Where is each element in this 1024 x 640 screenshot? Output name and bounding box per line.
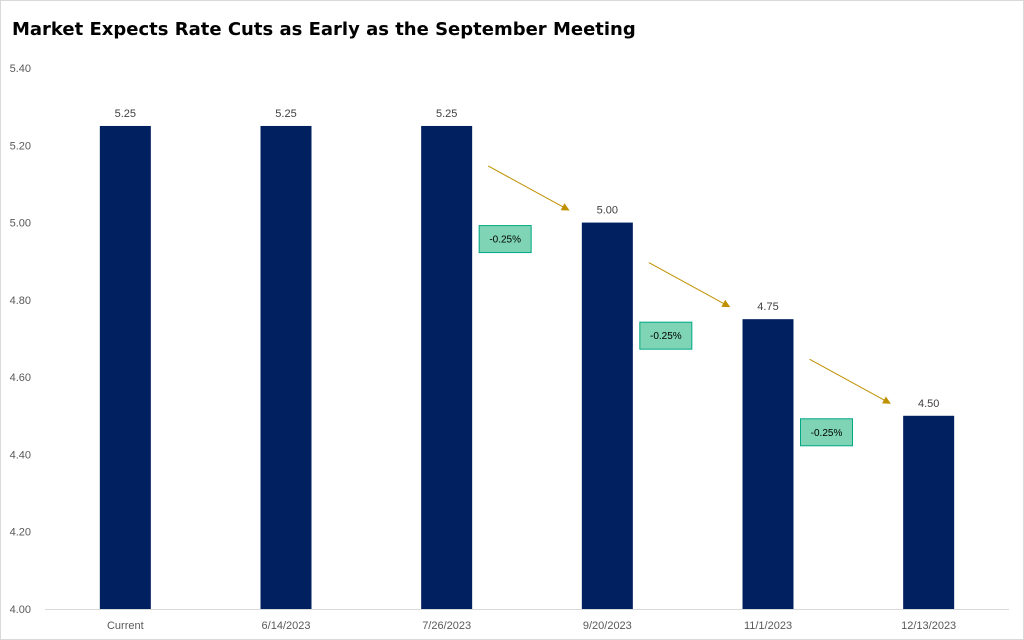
y-tick-label: 4.20 (10, 527, 31, 539)
cut-arrow (809, 358, 891, 404)
data-label: 5.00 (597, 205, 618, 217)
cut-callout (639, 321, 693, 350)
bar (99, 125, 151, 609)
y-tick-label: 5.00 (10, 218, 31, 230)
bar (742, 319, 794, 609)
data-label: 5.25 (275, 108, 296, 120)
cut-label: -0.25% (489, 235, 521, 246)
cut-callout (478, 225, 532, 254)
cut-arrow (648, 262, 731, 308)
data-label: 4.75 (757, 301, 778, 313)
x-tick-label: 12/13/2023 (901, 620, 956, 632)
x-tick-label: Current (107, 620, 144, 632)
data-label: 4.50 (918, 398, 939, 410)
y-tick-label: 4.40 (10, 449, 31, 461)
data-label: 5.25 (436, 108, 457, 120)
y-tick-label: 4.80 (10, 295, 31, 307)
y-tick-label: 4.60 (10, 372, 31, 384)
bar (260, 125, 312, 609)
bar (903, 415, 955, 609)
x-tick-label: 6/14/2023 (262, 620, 311, 632)
x-tick-label: 11/1/2023 (744, 620, 792, 632)
cut-callout (800, 418, 853, 447)
y-tick-label: 5.20 (10, 140, 31, 152)
x-tick-label: 7/26/2023 (422, 620, 471, 632)
x-tick-label: 9/20/2023 (583, 620, 632, 632)
y-tick-label: 5.40 (10, 63, 31, 75)
y-tick-label: 4.00 (10, 604, 31, 616)
cut-label: -0.25% (811, 428, 843, 439)
data-label: 5.25 (115, 108, 136, 120)
chart-title: Market Expects Rate Cuts as Early as the… (12, 19, 636, 40)
cut-label: -0.25% (650, 331, 682, 342)
bar (421, 125, 473, 609)
cut-arrow (487, 165, 570, 211)
bar (581, 222, 633, 610)
